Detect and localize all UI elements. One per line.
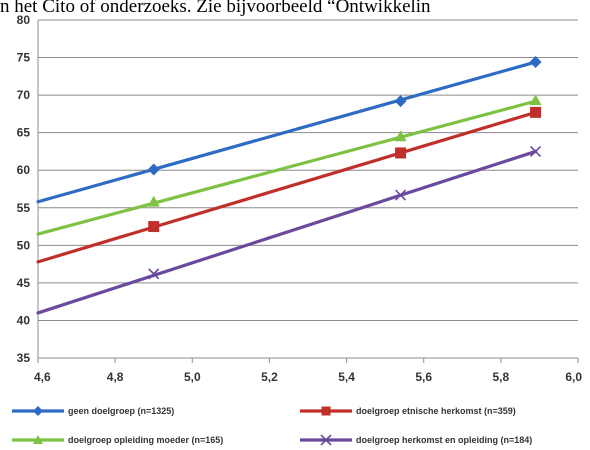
square-marker — [321, 406, 331, 416]
axes — [37, 20, 579, 363]
x-marker-stroke — [395, 189, 407, 201]
legend-label: doelgroep opleiding moeder (n=165) — [68, 435, 223, 445]
square-marker — [530, 106, 542, 118]
y-tick-label: 65 — [17, 126, 31, 140]
y-tick-label: 35 — [17, 351, 31, 365]
y-tick-label: 45 — [17, 276, 31, 290]
x-marker-stroke — [530, 145, 542, 158]
triangle-marker — [33, 435, 43, 444]
square-marker — [395, 147, 407, 159]
series-line-3 — [36, 99, 538, 236]
diamond-marker — [394, 95, 407, 108]
triangle-marker — [529, 94, 542, 106]
y-tick-label: 40 — [17, 313, 31, 327]
x-tick-label: 5,0 — [184, 370, 201, 384]
x-tick-label: 5,6 — [415, 370, 432, 384]
y-tick-label: 50 — [17, 238, 31, 252]
legend-label: doelgroep herkomst en opleiding (n=184) — [356, 435, 532, 445]
x-tick-labels: 4,6 4,8 5,0 5,2 5,4 5,6 5,8 6,0 — [34, 370, 582, 384]
x-marker — [395, 189, 407, 201]
diamond-marker — [529, 56, 542, 69]
y-tick-label: 80 — [17, 13, 31, 27]
diamond-marker — [147, 163, 160, 176]
grid-lines — [38, 19, 578, 359]
series-lines — [36, 60, 538, 315]
series-markers — [147, 56, 542, 280]
triangle-marker — [394, 130, 407, 142]
legend-item: doelgroep opleiding moeder (n=165) — [12, 435, 223, 445]
legend-item: doelgroep etnische herkomst (n=359) — [300, 406, 516, 416]
y-tick-label: 70 — [17, 88, 31, 102]
x-tick-label: 4,6 — [34, 370, 51, 384]
legend: geen doelgroep (n=1325) doelgroep etnisch… — [12, 406, 532, 446]
legend-item: geen doelgroep (n=1325) — [12, 406, 174, 416]
y-tick-label: 75 — [17, 51, 31, 65]
series-line-4 — [36, 149, 538, 315]
diamond-marker — [33, 406, 43, 416]
x-tick-label: 5,2 — [261, 370, 278, 384]
series-line-1 — [36, 60, 538, 204]
x-tick-label: 6,0 — [565, 370, 582, 384]
x-marker-stroke — [320, 434, 332, 446]
square-marker — [148, 221, 160, 233]
x-marker — [320, 434, 332, 446]
legend-label: geen doelgroep (n=1325) — [68, 406, 174, 416]
y-tick-label: 60 — [17, 163, 31, 177]
legend-label: doelgroep etnische herkomst (n=359) — [356, 406, 516, 416]
x-marker — [530, 145, 542, 158]
legend-item: doelgroep herkomst en opleiding (n=184) — [300, 434, 532, 446]
series-line-2 — [36, 110, 538, 264]
y-tick-labels: 35 40 45 50 55 60 65 70 75 80 — [17, 13, 31, 365]
x-marker — [148, 268, 160, 280]
x-tick-label: 5,8 — [493, 370, 510, 384]
triangle-marker — [147, 195, 160, 207]
caption-text: n het Cito of onderzoeks. Zie bijvoorbee… — [0, 0, 431, 16]
x-tick-label: 5,4 — [338, 370, 355, 384]
y-tick-label: 55 — [17, 201, 31, 215]
x-tick-label: 4,8 — [107, 370, 124, 384]
x-marker-stroke — [148, 268, 160, 280]
